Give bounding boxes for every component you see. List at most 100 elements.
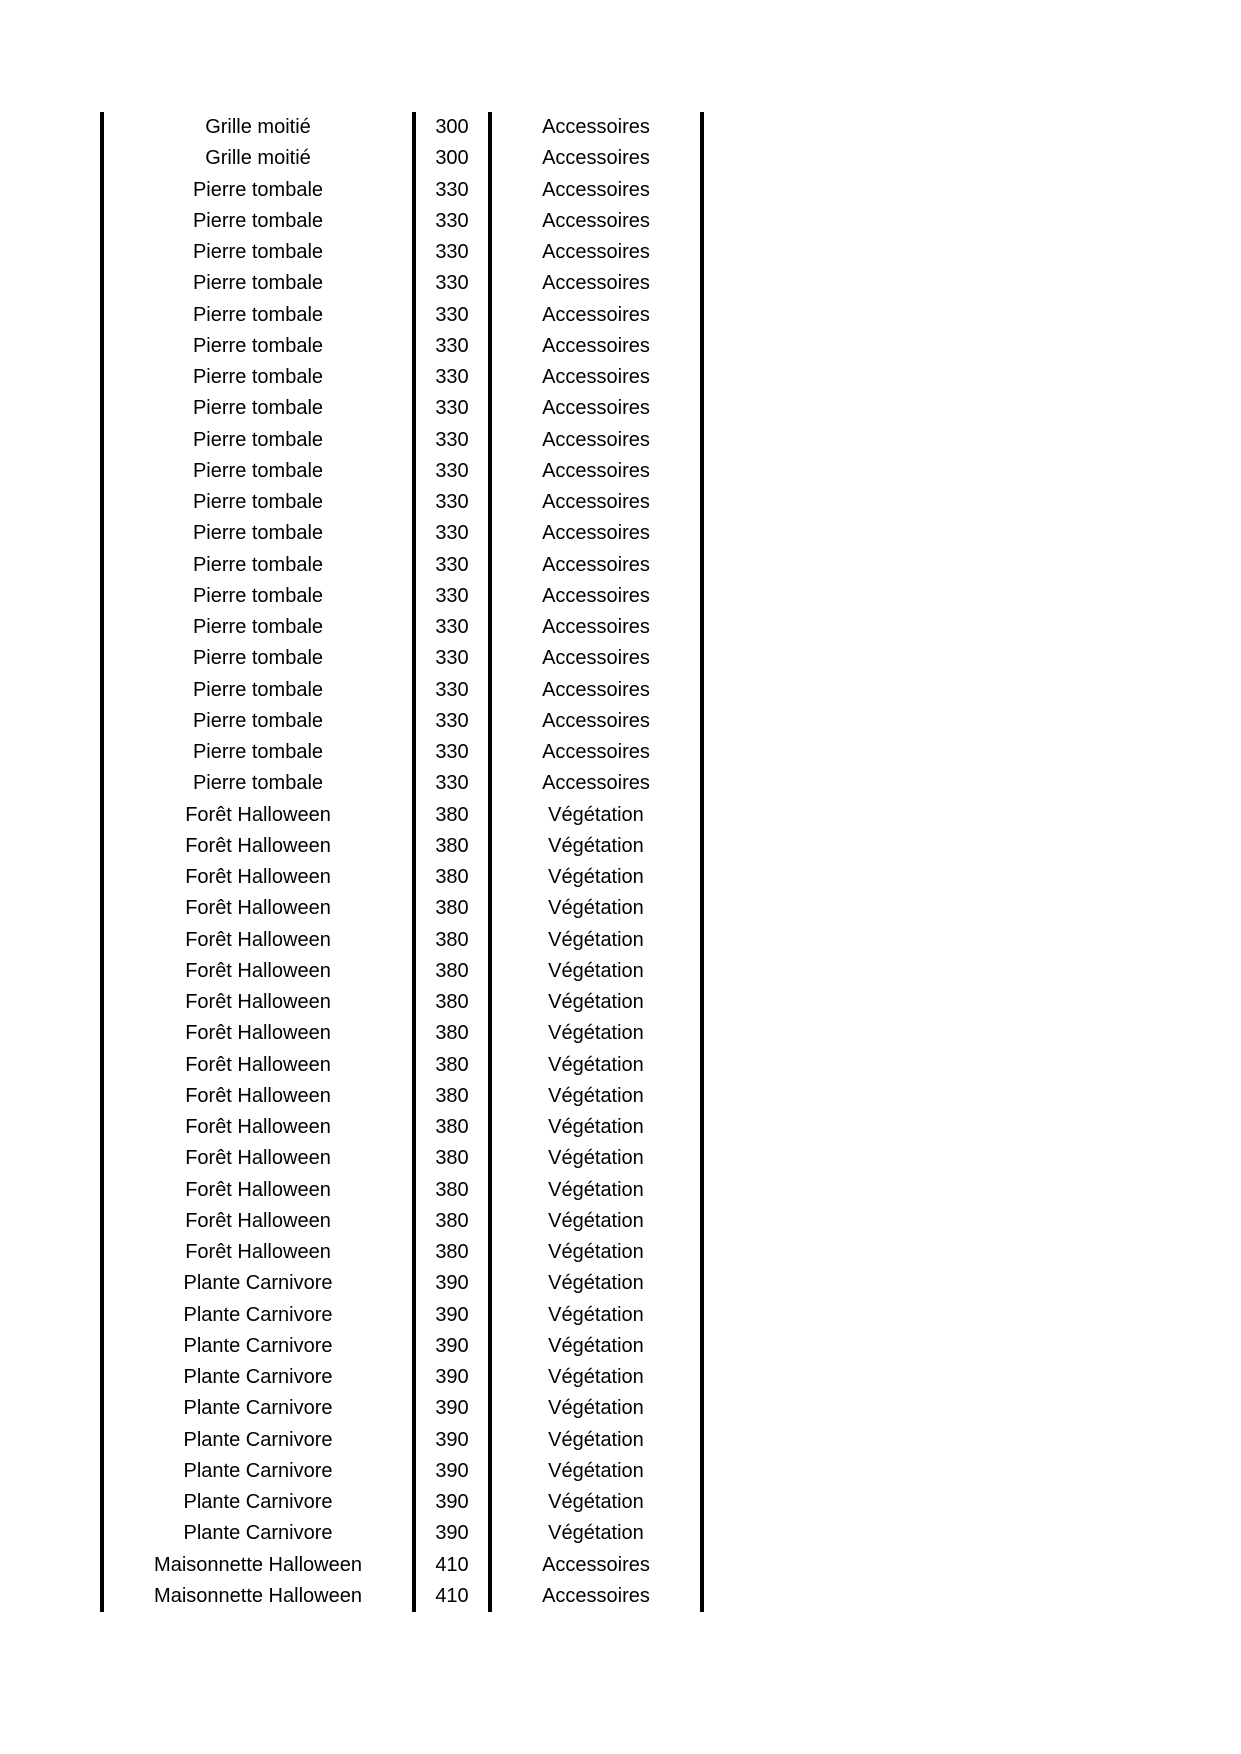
item-cell: Forêt Halloween [100,1205,412,1237]
category-cell: Végétation [488,1237,704,1269]
category-cell: Végétation [488,1080,704,1112]
table-row: Pierre tombale 330 Accessoires [100,299,704,331]
quantity-cell: 300 [412,143,488,175]
category-cell: Végétation [488,1049,704,1081]
item-cell: Pierre tombale [100,393,412,425]
quantity-cell: 330 [412,487,488,519]
quantity-cell: 380 [412,1049,488,1081]
category-cell: Accessoires [488,580,704,612]
table-row: Forêt Halloween 380 Végétation [100,1237,704,1269]
item-cell: Pierre tombale [100,612,412,644]
table-row: Pierre tombale 330 Accessoires [100,643,704,675]
item-cell: Forêt Halloween [100,1143,412,1175]
table-row: Forêt Halloween 380 Végétation [100,987,704,1019]
table-row: Pierre tombale 330 Accessoires [100,237,704,269]
quantity-cell: 380 [412,893,488,925]
quantity-cell: 380 [412,1143,488,1175]
item-cell: Forêt Halloween [100,987,412,1019]
category-cell: Accessoires [488,362,704,394]
quantity-cell: 330 [412,237,488,269]
item-cell: Pierre tombale [100,174,412,206]
category-cell: Accessoires [488,393,704,425]
quantity-cell: 390 [412,1299,488,1331]
quantity-cell: 390 [412,1362,488,1394]
items-table: Grille moitié 300 Accessoires Grille moi… [100,112,704,1612]
category-cell: Accessoires [488,330,704,362]
quantity-cell: 330 [412,705,488,737]
item-cell: Pierre tombale [100,518,412,550]
item-cell: Forêt Halloween [100,830,412,862]
table-row: Pierre tombale 330 Accessoires [100,487,704,519]
item-cell: Pierre tombale [100,580,412,612]
quantity-cell: 330 [412,330,488,362]
table-row: Plante Carnivore 390 Végétation [100,1487,704,1519]
item-cell: Plante Carnivore [100,1268,412,1300]
category-cell: Accessoires [488,705,704,737]
quantity-cell: 390 [412,1268,488,1300]
category-cell: Végétation [488,1299,704,1331]
quantity-cell: 380 [412,830,488,862]
item-cell: Forêt Halloween [100,862,412,894]
item-cell: Pierre tombale [100,487,412,519]
category-cell: Accessoires [488,455,704,487]
item-cell: Plante Carnivore [100,1299,412,1331]
quantity-cell: 330 [412,205,488,237]
quantity-cell: 390 [412,1393,488,1425]
table-row: Forêt Halloween 380 Végétation [100,1080,704,1112]
table-row: Pierre tombale 330 Accessoires [100,174,704,206]
category-cell: Végétation [488,862,704,894]
category-cell: Accessoires [488,487,704,519]
category-cell: Accessoires [488,549,704,581]
item-cell: Pierre tombale [100,549,412,581]
quantity-cell: 330 [412,580,488,612]
table-row: Forêt Halloween 380 Végétation [100,1112,704,1144]
item-cell: Forêt Halloween [100,799,412,831]
item-cell: Pierre tombale [100,362,412,394]
category-cell: Accessoires [488,737,704,769]
item-cell: Forêt Halloween [100,924,412,956]
table-row: Pierre tombale 330 Accessoires [100,362,704,394]
quantity-cell: 380 [412,1205,488,1237]
category-cell: Végétation [488,830,704,862]
quantity-cell: 330 [412,174,488,206]
table-row: Pierre tombale 330 Accessoires [100,549,704,581]
item-cell: Plante Carnivore [100,1424,412,1456]
table-row: Plante Carnivore 390 Végétation [100,1518,704,1550]
table-row: Forêt Halloween 380 Végétation [100,1049,704,1081]
category-cell: Végétation [488,1424,704,1456]
item-cell: Pierre tombale [100,330,412,362]
category-cell: Accessoires [488,237,704,269]
table-row: Pierre tombale 330 Accessoires [100,455,704,487]
category-cell: Végétation [488,799,704,831]
category-cell: Accessoires [488,174,704,206]
quantity-cell: 380 [412,1112,488,1144]
quantity-cell: 410 [412,1580,488,1612]
item-cell: Forêt Halloween [100,1049,412,1081]
table-row: Forêt Halloween 380 Végétation [100,799,704,831]
table-row: Pierre tombale 330 Accessoires [100,705,704,737]
table-row: Forêt Halloween 380 Végétation [100,893,704,925]
category-cell: Accessoires [488,299,704,331]
table-row: Forêt Halloween 380 Végétation [100,1205,704,1237]
quantity-cell: 380 [412,862,488,894]
quantity-cell: 380 [412,1237,488,1269]
quantity-cell: 330 [412,299,488,331]
category-cell: Accessoires [488,643,704,675]
item-cell: Plante Carnivore [100,1455,412,1487]
quantity-cell: 380 [412,1080,488,1112]
item-cell: Plante Carnivore [100,1393,412,1425]
quantity-cell: 330 [412,768,488,800]
table-row: Pierre tombale 330 Accessoires [100,268,704,300]
category-cell: Végétation [488,1143,704,1175]
table-row: Maisonnette Halloween 410 Accessoires [100,1549,704,1581]
item-cell: Pierre tombale [100,737,412,769]
quantity-cell: 380 [412,1018,488,1050]
category-cell: Végétation [488,955,704,987]
category-cell: Végétation [488,1393,704,1425]
item-cell: Pierre tombale [100,455,412,487]
category-cell: Végétation [488,1362,704,1394]
table-row: Maisonnette Halloween 410 Accessoires [100,1580,704,1612]
item-cell: Pierre tombale [100,424,412,456]
item-cell: Forêt Halloween [100,1174,412,1206]
